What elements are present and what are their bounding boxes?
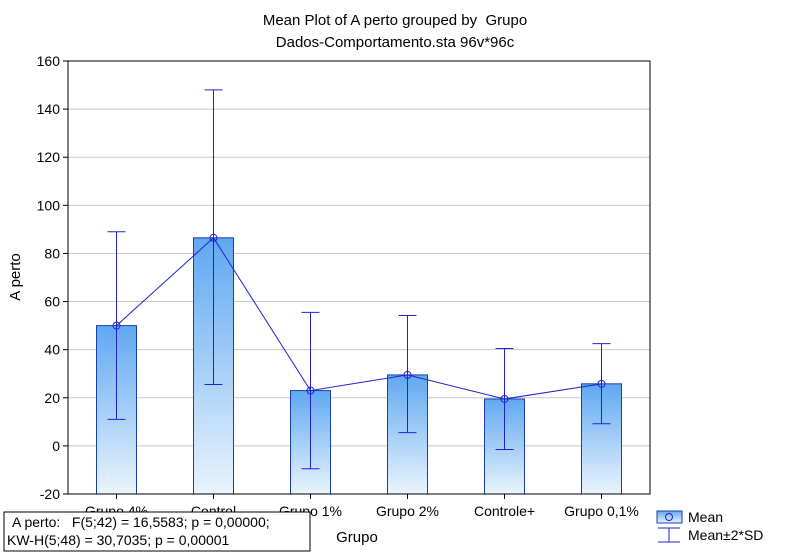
legend-sd-marker: [658, 527, 680, 543]
y-tick-label: 80: [44, 245, 60, 261]
legend-mean-marker: [665, 513, 673, 521]
y-tick-label: 40: [44, 342, 60, 358]
stats-box-frame: [3, 511, 311, 552]
x-axis-title: Grupo: [336, 529, 378, 546]
bars: [96, 237, 622, 495]
x-tick-label: Controle+: [474, 503, 535, 519]
y-tick-label: 120: [37, 149, 61, 165]
y-tick-label: 60: [44, 294, 60, 310]
y-axis-ticks: -20 0 20 40 60 80 100 120 140 160: [37, 53, 68, 502]
mean-point: [209, 233, 218, 242]
mean-point: [500, 394, 509, 403]
y-tick-label: 100: [37, 197, 61, 213]
y-tick-label: 0: [52, 438, 60, 454]
mean-point: [306, 386, 315, 395]
legend-sd-label: Mean±2*SD: [688, 527, 763, 543]
y-tick-label: -20: [40, 486, 60, 502]
y-tick-label: 160: [37, 53, 61, 69]
y-axis-title: A perto: [7, 253, 24, 301]
legend: Mean Mean±2*SD: [656, 509, 763, 543]
plot-frame: [67, 60, 651, 495]
error-bars: [107, 89, 611, 470]
y-tick-label: 140: [37, 101, 61, 117]
bar: [387, 374, 428, 495]
stats-line-1: A perto: F(5;42) = 16,5583; p = 0,00000;: [12, 514, 270, 530]
x-tick-label: Grupo 2%: [376, 503, 439, 519]
grid-lines: [68, 108, 650, 447]
mean-series-line: [116, 237, 602, 400]
legend-mean-label: Mean: [688, 509, 723, 525]
x-tick-label: Grupo 0,1%: [564, 503, 639, 519]
y-tick-label: 20: [44, 390, 60, 406]
legend-mean-swatch: [656, 510, 683, 524]
stats-line-2: KW-H(5;48) = 30,7035; p = 0,00001: [7, 532, 230, 548]
chart-subtitle: Dados-Comportamento.sta 96v*96c: [276, 34, 515, 51]
mean-point: [403, 370, 412, 379]
chart-title: Mean Plot of A perto grouped by Grupo: [263, 12, 527, 29]
mean-point: [597, 379, 606, 388]
mean-point: [112, 321, 121, 330]
stats-box: A perto: F(5;42) = 16,5583; p = 0,00000;…: [3, 511, 311, 552]
mean-line: [112, 233, 606, 403]
